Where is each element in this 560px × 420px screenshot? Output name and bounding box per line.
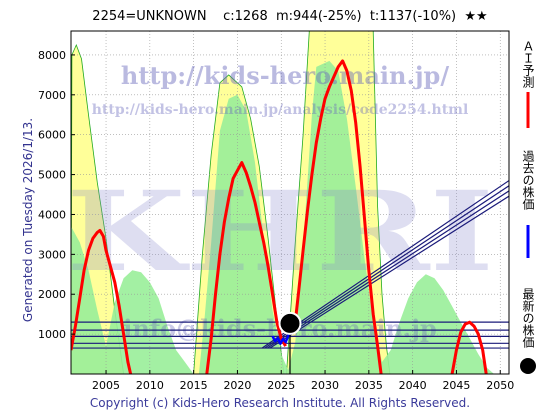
legend-swatch-latest (520, 358, 536, 374)
watermark-url: http://kids-hero.main.jp/ (121, 61, 449, 90)
y-tick-label: 6000 (38, 129, 66, 142)
x-tick-label: 2010 (136, 379, 164, 392)
ai-prediction-line (450, 320, 488, 374)
latest-price-marker-group (278, 311, 302, 374)
ai-prediction-line (292, 59, 383, 374)
x-tick-label: 2020 (223, 379, 251, 392)
legend-label-ai: ＡＩ予測 (521, 40, 535, 89)
y-tick-label: 5000 (38, 169, 66, 182)
watermark-url-code: http://kids-hero.main.jp/analysis/code22… (92, 102, 469, 118)
y-tick-label: 3000 (38, 248, 66, 261)
y-tick-label: 7000 (38, 89, 66, 102)
x-axis: 2005 2010 2015 2020 2025 2030 2035 2040 2045 2050 (92, 370, 514, 392)
y-axis: 1000 2000 3000 4000 5000 6000 7000 8000 (38, 49, 75, 341)
x-tick-label: 2040 (399, 379, 427, 392)
y-tick-label: 2000 (38, 288, 66, 301)
ai-prediction-line (71, 228, 133, 374)
trend-line (269, 195, 509, 349)
chart-title: 2254=UNKNOWN c:1268 m:944(-25%) t:1137(-… (92, 9, 488, 24)
x-tick-label: 2045 (442, 379, 470, 392)
x-tick-label: 2005 (92, 379, 120, 392)
x-tick-label: 2035 (355, 379, 383, 392)
trend-line (266, 190, 509, 349)
trend-channel (261, 180, 509, 349)
y-tick-label: 4000 (38, 208, 66, 221)
trend-line (261, 180, 509, 349)
trend-line (264, 185, 509, 349)
y-tick-label: 8000 (38, 49, 66, 62)
x-tick-label: 2015 (180, 379, 208, 392)
legend-label-latest: 最新の株価 (521, 288, 535, 348)
latest-price-dot (278, 311, 302, 335)
ai-prediction-line (205, 161, 287, 374)
price-series (71, 59, 488, 374)
legend-label-past: 過去の株価 (521, 150, 535, 210)
watermark-logo: KHRI (66, 168, 494, 297)
x-tick-label: 2050 (486, 379, 514, 392)
copyright-footer: Copyright (c) Kids-Hero Research Institu… (89, 396, 471, 410)
x-tick-label: 2030 (311, 379, 339, 392)
plot-frame (70, 30, 510, 375)
x-tick-label: 2025 (267, 379, 295, 392)
y-tick-label: 1000 (38, 328, 66, 341)
